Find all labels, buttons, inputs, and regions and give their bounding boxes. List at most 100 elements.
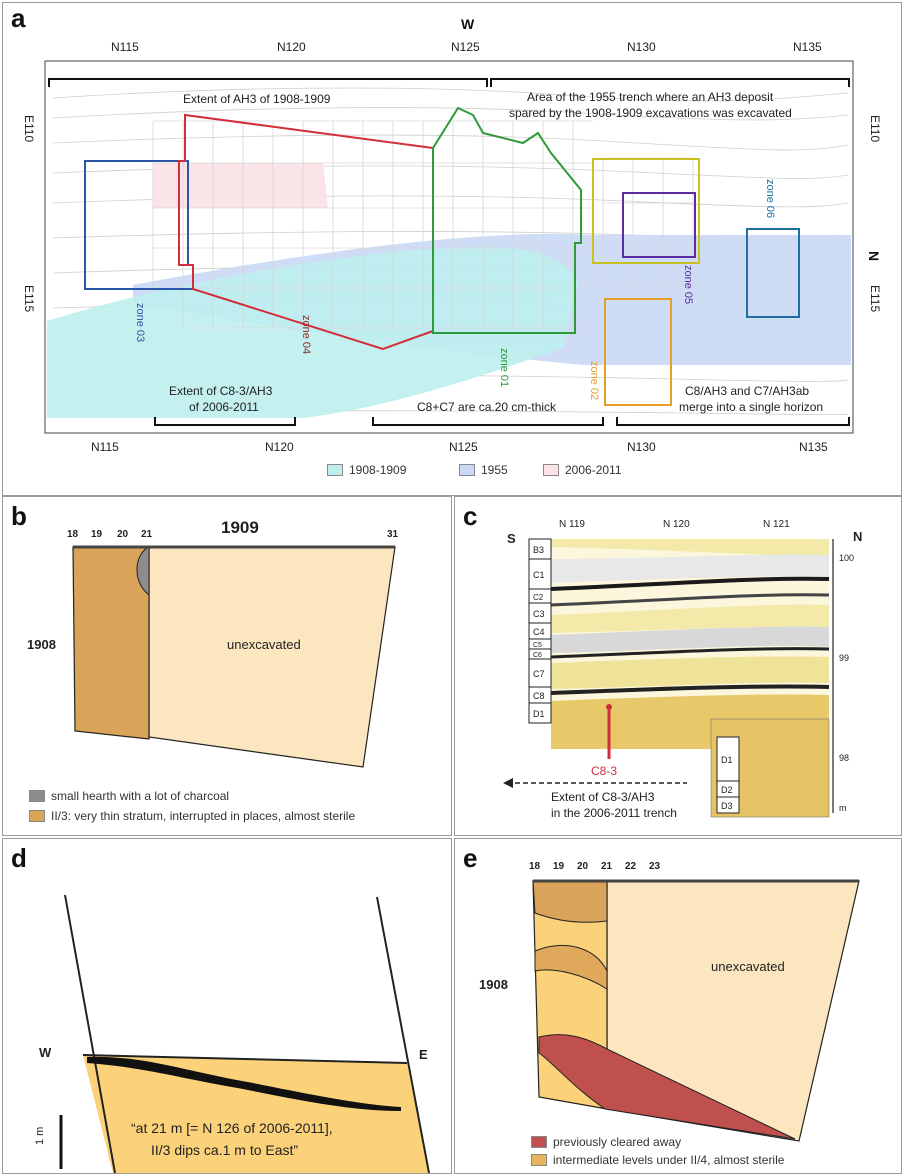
layer-label: D1 bbox=[533, 709, 545, 719]
col-tick: 18 bbox=[529, 861, 541, 872]
top-tick: N130 bbox=[627, 40, 656, 54]
elevation-label: 100 bbox=[839, 553, 854, 563]
bottom-tick: N120 bbox=[265, 440, 294, 454]
legend-item: 1955 bbox=[459, 463, 508, 477]
right-tick: E110 bbox=[868, 115, 882, 142]
legend-label: 2006-2011 bbox=[565, 463, 622, 477]
col-tick: 31 bbox=[387, 529, 399, 540]
panel-a: a bbox=[2, 2, 902, 496]
scale-label: 1 m bbox=[34, 1127, 46, 1145]
stratigraphy bbox=[550, 539, 830, 818]
year-side: 1908 bbox=[27, 637, 56, 652]
bracket-bottom-mid bbox=[372, 417, 604, 426]
compass-w: W bbox=[461, 16, 475, 32]
panel-d-letter: d bbox=[11, 843, 27, 873]
legend-item: small hearth with a lot of charcoal bbox=[29, 789, 229, 803]
panel-b-letter: b bbox=[11, 501, 27, 531]
zone-label-03: zone 03 bbox=[134, 303, 146, 342]
zone-label-06: zone 06 bbox=[764, 179, 776, 218]
legend-swatch bbox=[459, 464, 475, 476]
layer-label-lower: D2 bbox=[721, 785, 733, 795]
panel-d-section: W E 1 m “at 21 m [= N 126 of 2006-2011],… bbox=[34, 894, 430, 1173]
bottom-tick: N130 bbox=[627, 440, 656, 454]
left-tick: E115 bbox=[22, 285, 36, 312]
legend-item: 1908-1909 bbox=[327, 463, 406, 477]
section-wall-east bbox=[376, 896, 430, 1173]
zone-label-01: zone 01 bbox=[498, 348, 510, 387]
bracket-top-left bbox=[48, 78, 488, 87]
layer-label: C7 bbox=[533, 669, 545, 679]
panel-a-map: zone 03 zone 04 zone 01 zone 02 zone 05 … bbox=[22, 16, 882, 454]
layer-column bbox=[528, 538, 740, 814]
area-2006-2011 bbox=[153, 163, 328, 208]
extent-label-1: Extent of C8-3/AH3 bbox=[551, 790, 655, 804]
outline-zone-01 bbox=[432, 106, 582, 334]
layer-label: C8 bbox=[533, 691, 545, 701]
col-tick: 22 bbox=[625, 861, 637, 872]
bracket-bottom-left-label-2: of 2006-2011 bbox=[189, 400, 259, 414]
quote-line-2: II/3 dips ca.1 m to East” bbox=[151, 1142, 298, 1158]
east-label: E bbox=[419, 1047, 428, 1062]
layer-label: C5 bbox=[533, 642, 542, 649]
layer-label: C3 bbox=[533, 609, 545, 619]
panel-a-letter: a bbox=[11, 3, 26, 33]
unexcavated-label: unexcavated bbox=[711, 959, 785, 974]
legend-item: intermediate levels under II/4, almost s… bbox=[531, 1153, 784, 1167]
layer-label-lower: D1 bbox=[721, 755, 733, 765]
elevation-label: 98 bbox=[839, 753, 849, 763]
panel-e-letter: e bbox=[463, 843, 478, 873]
col-tick: 19 bbox=[91, 529, 103, 540]
layer-label: C2 bbox=[533, 593, 544, 602]
legend-label: intermediate levels under II/4, almost s… bbox=[553, 1153, 785, 1167]
top-tick: N125 bbox=[451, 40, 480, 54]
panel-c-section: B3 C1 C2 C3 C4 C5 C6 C7 C8 D1 D1 D2 D3 1… bbox=[503, 519, 862, 820]
legend-label: previously cleared away bbox=[553, 1135, 682, 1149]
bottom-tick: N115 bbox=[91, 440, 119, 454]
bracket-bottom-left-label-1: Extent of C8-3/AH3 bbox=[169, 384, 273, 398]
panel-e: e 1908 18 19 20 21 22 23 unexcavated pre… bbox=[454, 838, 902, 1174]
north-label: N bbox=[853, 529, 862, 544]
bracket-top-left-label: Extent of AH3 of 1908-1909 bbox=[183, 92, 331, 106]
top-tick: N115 bbox=[111, 40, 139, 54]
top-tick: N 119 bbox=[559, 519, 585, 530]
outline-zone-02 bbox=[604, 298, 672, 406]
legend-swatch bbox=[327, 464, 343, 476]
panel-e-section: 1908 18 19 20 21 22 23 unexcavated bbox=[479, 861, 860, 1142]
layer-label: C6 bbox=[533, 652, 542, 659]
zone-label-05: zone 05 bbox=[682, 265, 694, 304]
compass-n: N bbox=[866, 251, 882, 261]
extent-label-2: in the 2006-2011 trench bbox=[551, 806, 677, 820]
extent-arrowhead bbox=[503, 778, 513, 788]
bracket-bottom-right-label-2: merge into a single horizon bbox=[679, 400, 823, 414]
layer-label: C4 bbox=[533, 627, 545, 637]
panel-b: b 1909 1908 18 19 20 21 31 unexcavated s… bbox=[2, 496, 452, 836]
bracket-bottom-mid-label: C8+C7 are ca.20 cm-thick bbox=[417, 400, 557, 414]
bracket-bottom-right bbox=[616, 417, 850, 426]
panel-c: c bbox=[454, 496, 902, 836]
left-tick: E110 bbox=[22, 115, 36, 142]
legend-swatch bbox=[29, 790, 45, 802]
legend-label: 1955 bbox=[481, 463, 508, 477]
quote-line-1: “at 21 m [= N 126 of 2006-2011], bbox=[131, 1120, 333, 1136]
legend-swatch bbox=[531, 1154, 547, 1166]
panel-d: d W E 1 m “at 21 m [= N 126 of 2006-2011… bbox=[2, 838, 452, 1174]
upper-lens-2 bbox=[534, 944, 608, 990]
elevation-label: 99 bbox=[839, 653, 849, 663]
top-tick: N135 bbox=[793, 40, 822, 54]
col-tick: 19 bbox=[553, 861, 565, 872]
legend-item: II/3: very thin stratum, interrupted in … bbox=[29, 809, 355, 823]
bracket-bottom-left bbox=[154, 417, 296, 426]
bracket-top-right-label-2: spared by the 1908-1909 excavations was … bbox=[509, 106, 792, 120]
col-tick: 20 bbox=[577, 861, 589, 872]
legend-label: small hearth with a lot of charcoal bbox=[51, 789, 230, 803]
elevation-label: m bbox=[839, 803, 847, 813]
right-tick: E115 bbox=[868, 285, 882, 312]
upper-lens-1 bbox=[532, 880, 608, 923]
col-tick: 20 bbox=[117, 529, 129, 540]
legend-swatch bbox=[531, 1136, 547, 1148]
top-tick: N 120 bbox=[663, 519, 690, 530]
col-tick: 18 bbox=[67, 529, 79, 540]
top-tick: N120 bbox=[277, 40, 306, 54]
col-tick: 23 bbox=[649, 861, 661, 872]
legend-label: 1908-1909 bbox=[349, 463, 407, 477]
